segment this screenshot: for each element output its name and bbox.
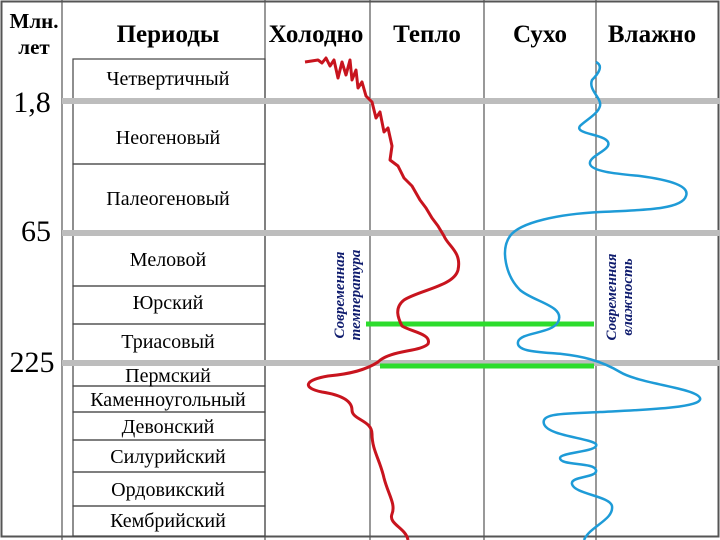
era-boundaries <box>62 98 720 366</box>
period-label-devonian: Девонский <box>122 416 215 438</box>
period-label-permian: Пермский <box>125 365 211 387</box>
age-label-65: 65 <box>21 215 51 248</box>
current-temperature-note-line1: Современная <box>332 251 348 338</box>
period-label-paleogene: Палеогеновый <box>106 188 230 210</box>
current-humidity-note-line1: Современная <box>604 253 620 340</box>
current-humidity-note: Современная влажность <box>604 253 636 340</box>
age-label-1-8: 1,8 <box>13 86 51 119</box>
period-label-cretaceous: Меловой <box>130 249 207 271</box>
period-label-ordovician: Ордовикский <box>111 479 225 501</box>
dry-header: Сухо <box>513 21 567 48</box>
periods-header: Периоды <box>117 21 220 48</box>
correlation-lines <box>366 321 594 369</box>
current-temperature-note: Современная температура <box>332 249 364 340</box>
age-unit-label-line2: лет <box>18 35 50 59</box>
current-humidity-note-line2: влажность <box>620 258 636 335</box>
period-label-carboniferous: Каменноугольный <box>90 389 246 411</box>
period-label-neogene: Неогеновый <box>116 127 221 149</box>
age-unit-label-line1: Млн. <box>10 9 59 33</box>
period-label-silurian: Силурийский <box>110 446 226 468</box>
period-label-triassic: Триасовый <box>121 331 215 353</box>
period-box-cambrian <box>72 505 266 537</box>
period-label-quaternary: Четвертичный <box>107 68 230 90</box>
warm-header: Тепло <box>393 21 461 48</box>
cold-header: Холодно <box>269 21 364 48</box>
wet-header: Влажно <box>608 21 696 48</box>
period-label-cambrian: Кембрийский <box>110 510 226 532</box>
age-label-225: 225 <box>10 346 55 379</box>
humidity-curve <box>503 60 702 540</box>
current-temperature-note-line2: температура <box>348 249 364 340</box>
period-label-jurassic: Юрский <box>133 292 204 314</box>
temperature-curve <box>304 56 461 540</box>
